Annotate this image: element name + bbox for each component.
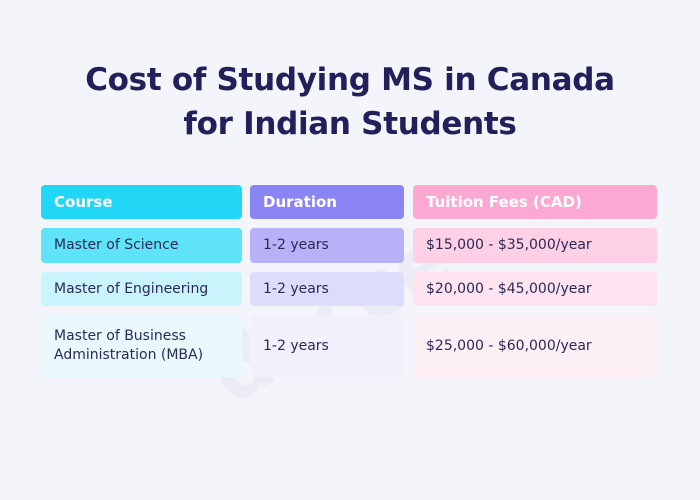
header-tuition-fees: Tuition Fees (CAD) — [413, 185, 657, 219]
row-3-course-line-2: Administration (MBA) — [54, 347, 204, 363]
row-1-duration: 1-2 years — [250, 228, 404, 263]
row-3-course: Master of Business Administration (MBA) — [41, 315, 242, 377]
row-2-course: Master of Engineering — [41, 272, 242, 306]
row-3-fees: $25,000 - $60,000/year — [413, 315, 657, 377]
row-1-fees: $15,000 - $35,000/year — [413, 228, 657, 263]
title-line-2: for Indian Students — [183, 106, 517, 142]
row-2-duration: 1-2 years — [250, 272, 404, 306]
row-3-duration: 1-2 years — [250, 315, 404, 377]
row-3-course-line-1: Master of Business — [54, 328, 186, 344]
header-course: Course — [41, 185, 242, 219]
header-duration: Duration — [250, 185, 404, 219]
row-1-course: Master of Science — [41, 228, 242, 263]
title-line-1: Cost of Studying MS in Canada — [85, 62, 615, 98]
page-title: Cost of Studying MS in Canada for Indian… — [0, 58, 700, 146]
row-2-fees: $20,000 - $45,000/year — [413, 272, 657, 306]
row-3-course-text: Master of Business Administration (MBA) — [54, 327, 203, 365]
